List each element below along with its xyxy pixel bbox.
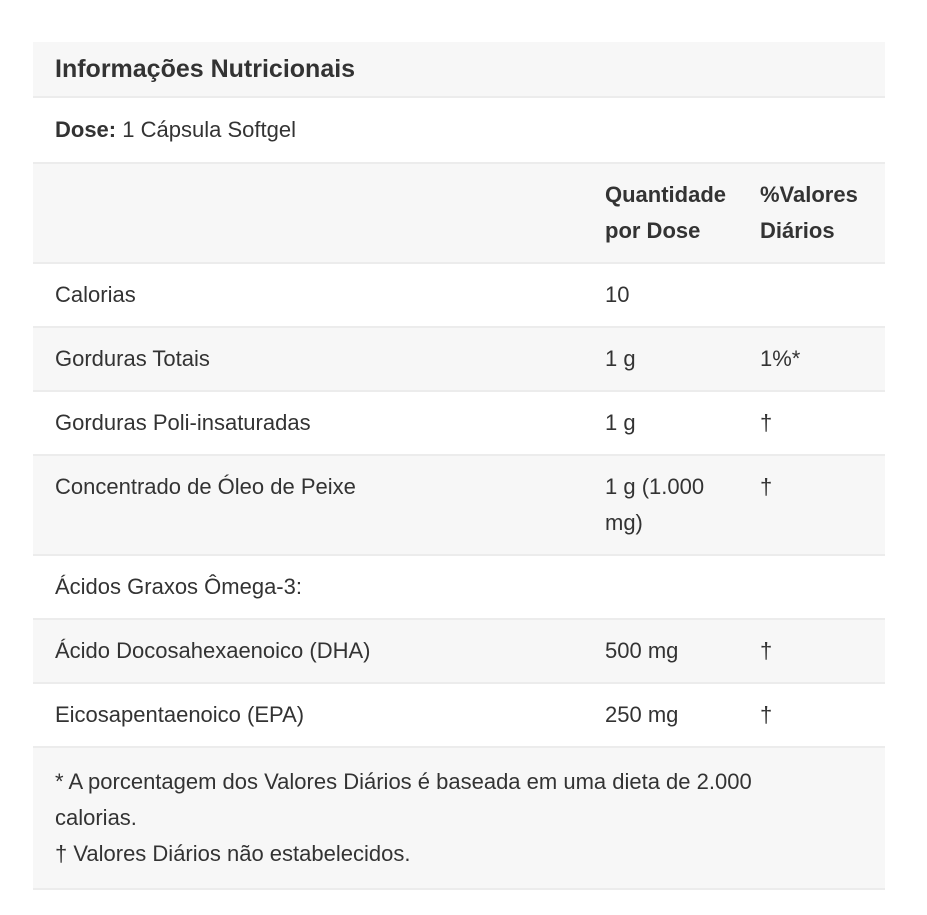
footnote-daily-value-basis: * A porcentagem dos Valores Diários é ba… <box>55 769 752 830</box>
row-amount: 1 g <box>605 346 636 371</box>
row-name: Gorduras Totais <box>55 346 210 371</box>
row-amount: 1 g (1.000 mg) <box>605 474 705 535</box>
column-header-spacer <box>33 164 605 190</box>
row-name: Eicosapentaenoico (EPA) <box>55 702 305 727</box>
column-header-daily-value: %Valores Diários <box>760 182 858 243</box>
table-row-epa: Eicosapentaenoico (EPA) 250 mg † <box>33 682 885 746</box>
row-amount: 250 mg <box>605 702 679 727</box>
table-row-dha: Ácido Docosahexaenoico (DHA) 500 mg † <box>33 618 885 682</box>
row-amount: 500 mg <box>605 638 679 663</box>
row-daily-value: 1%* <box>760 346 801 371</box>
row-daily-value: † <box>760 702 773 727</box>
row-daily-value <box>760 556 885 582</box>
table-title-row: Informações Nutricionais <box>33 42 885 96</box>
row-name: Gorduras Poli-insaturadas <box>55 410 311 435</box>
table-row-fish-oil-concentrate: Concentrado de Óleo de Peixe 1 g (1.000 … <box>33 454 885 554</box>
row-amount <box>605 556 760 582</box>
column-header-amount: Quantidade por Dose <box>605 182 727 243</box>
serving-size-label: Dose: <box>55 117 117 142</box>
row-daily-value: † <box>760 410 773 435</box>
row-daily-value: † <box>760 638 773 663</box>
table-row-polyunsaturated-fat: Gorduras Poli-insaturadas 1 g † <box>33 390 885 454</box>
row-name: Calorias <box>55 282 136 307</box>
row-name: Ácidos Graxos Ômega-3: <box>55 574 302 599</box>
row-amount: 10 <box>605 282 630 307</box>
footnotes-section: * A porcentagem dos Valores Diários é ba… <box>33 746 885 888</box>
column-header-row: Quantidade por Dose %Valores Diários <box>33 162 885 262</box>
serving-size-row: Dose: 1 Cápsula Softgel <box>33 96 885 162</box>
table-row-omega3-section: Ácidos Graxos Ômega-3: <box>33 554 885 618</box>
table-title: Informações Nutricionais <box>55 55 356 83</box>
row-daily-value: † <box>760 474 773 499</box>
row-name: Ácido Docosahexaenoico (DHA) <box>55 638 371 663</box>
footnote-daily-value-not-established: † Valores Diários não estabelecidos. <box>55 841 411 866</box>
table-row-total-fat: Gorduras Totais 1 g 1%* <box>33 326 885 390</box>
row-amount: 1 g <box>605 410 636 435</box>
serving-size-value: 1 Cápsula Softgel <box>122 117 296 142</box>
row-daily-value <box>760 264 885 290</box>
table-row-calories: Calorias 10 <box>33 262 885 326</box>
row-name: Concentrado de Óleo de Peixe <box>55 474 356 499</box>
nutrition-facts-table: Informações Nutricionais Dose: 1 Cápsula … <box>33 42 885 890</box>
